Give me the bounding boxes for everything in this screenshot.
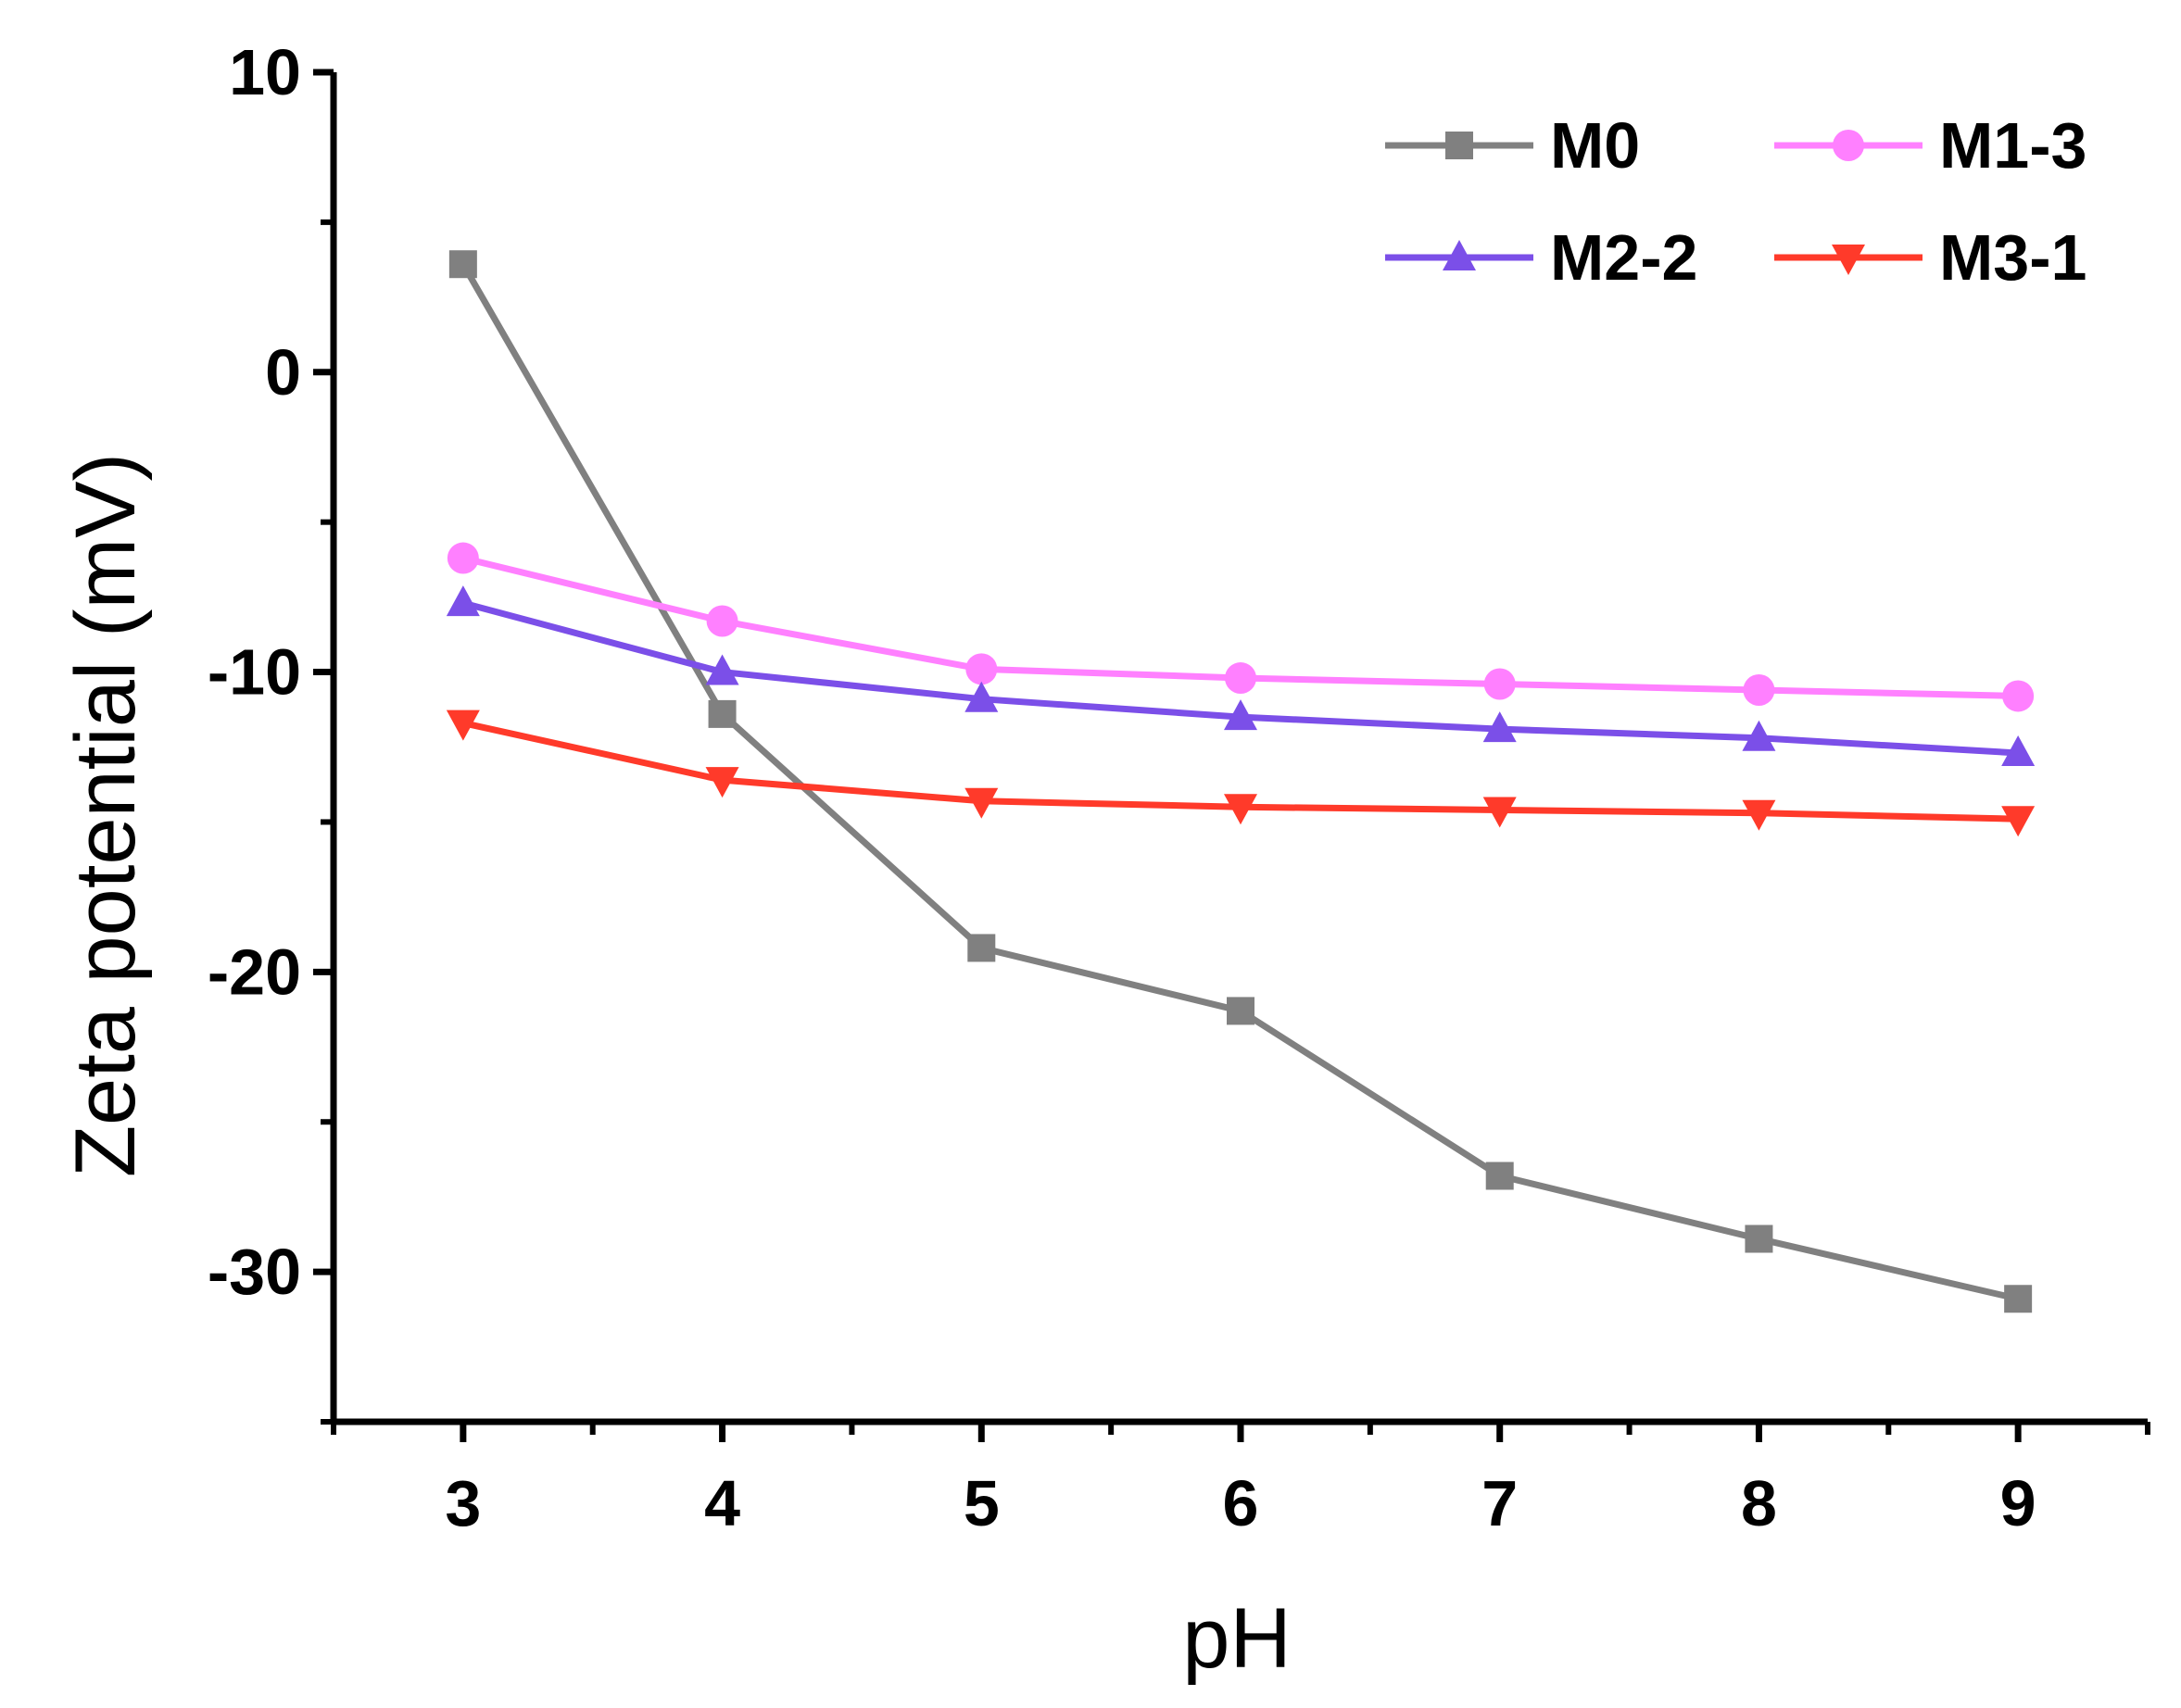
data-point (1224, 794, 1257, 825)
series-M0 (448, 250, 2033, 1313)
data-point (1227, 997, 1254, 1025)
legend-label: M1-3 (1939, 109, 2086, 182)
data-point (708, 699, 737, 728)
data-point (706, 605, 738, 637)
legend-entry-M2-2: M2-2 (1385, 221, 1697, 294)
legend: M0 M1-3 M2-2 M3-1 (1385, 109, 2086, 294)
data-point (705, 767, 739, 798)
x-tick-label: 7 (1481, 1467, 1518, 1539)
x-tick-label: 8 (1741, 1467, 1777, 1539)
legend-label: M2-2 (1550, 221, 1697, 294)
series-M3-1 (446, 710, 2036, 837)
data-point (2004, 1285, 2033, 1313)
data-point (1485, 1162, 1514, 1190)
series-line (460, 262, 2019, 1302)
y-tick-label: 0 (265, 336, 301, 408)
series-M2-2 (446, 585, 2036, 766)
data-point (1225, 662, 1256, 695)
data-point (1483, 668, 1516, 700)
data-point (964, 787, 999, 819)
data-point (446, 710, 480, 741)
legend-marker (1833, 130, 1864, 161)
x-tick-label: 5 (964, 1467, 1000, 1539)
legend-entry-M1-3: M1-3 (1774, 109, 2086, 182)
data-point (1482, 711, 1517, 743)
x-tick-label: 6 (1223, 1467, 1259, 1539)
x-tick-label: 3 (445, 1467, 481, 1539)
axes: 10 0 -10 -20 -30 3 4 5 6 7 8 9 (208, 36, 2150, 1539)
legend-marker (1443, 240, 1476, 270)
data-point (2002, 680, 2035, 712)
data-point (1742, 720, 1776, 751)
legend-label: M3-1 (1939, 221, 2086, 294)
x-tick-label: 9 (2000, 1467, 2036, 1539)
y-tick-label: -30 (208, 1236, 301, 1308)
data-point (1743, 673, 1775, 706)
data-point (448, 250, 477, 279)
data-point (967, 934, 996, 962)
data-point (2001, 735, 2036, 766)
data-point (1482, 797, 1517, 828)
x-tick-label: 4 (704, 1467, 740, 1539)
y-tick-label: 10 (229, 36, 301, 108)
data-point (965, 653, 998, 685)
data-point (1224, 699, 1257, 731)
y-tick-label: -20 (208, 936, 301, 1008)
data-point (1742, 799, 1776, 831)
series-M1-3 (447, 542, 2035, 712)
data-point (447, 542, 479, 574)
y-tick-label: -10 (208, 636, 301, 709)
data-point (705, 654, 739, 685)
legend-entry-M3-1: M3-1 (1774, 221, 2086, 294)
series-layer (446, 250, 2036, 1313)
legend-label: M0 (1550, 109, 1640, 182)
data-point (964, 681, 999, 712)
data-point (446, 585, 480, 617)
data-point (1745, 1224, 1773, 1253)
data-point (2001, 806, 2036, 837)
legend-marker (1832, 245, 1865, 275)
legend-entry-M0: M0 (1385, 109, 1640, 182)
y-axis-title: Zeta potential (mV) (58, 453, 153, 1177)
x-axis-title: pH (1182, 1591, 1292, 1686)
legend-marker (1445, 132, 1473, 159)
